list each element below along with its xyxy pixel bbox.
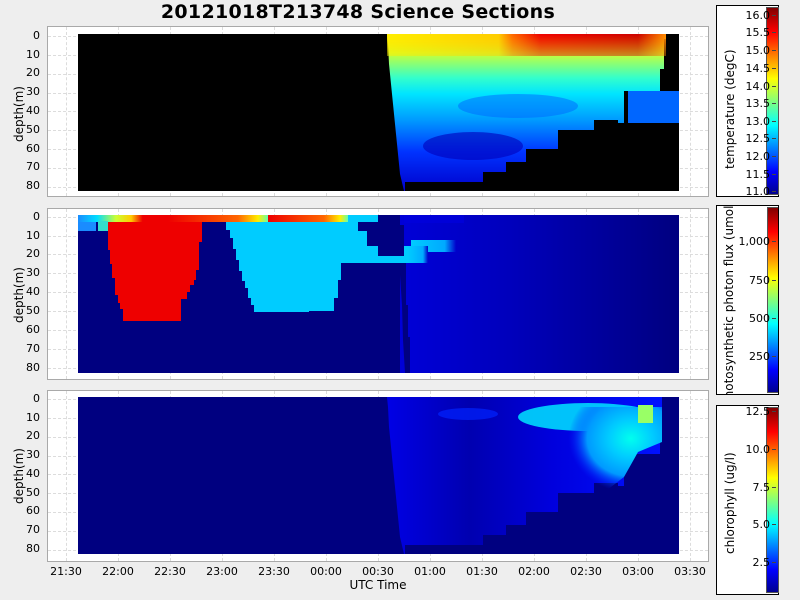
par-heatmap [78, 215, 679, 373]
y-axis-label: depth(m) [12, 267, 26, 323]
colorbar-label: photosynthetic photon flux (umol/s/m [722, 205, 736, 395]
temperature-colorbar: 16.0 15.5 15.0 14.5 14.0 13.5 13.0 12.5 … [716, 5, 779, 197]
par-section-plot [47, 208, 709, 380]
chlorophyll-section-plot [47, 390, 709, 562]
colorbar-label: temperature (degC) [723, 49, 737, 169]
colorbar-gradient [766, 407, 779, 593]
y-axis-label: depth(m) [12, 448, 26, 504]
par-colorbar: 1,000 750 500 250 photosynthetic photon … [716, 205, 779, 395]
x-axis-label: UTC Time [349, 578, 407, 592]
temperature-heatmap [78, 34, 679, 191]
colorbar-gradient [767, 207, 778, 393]
y-axis-label: depth(m) [12, 86, 26, 142]
chlorophyll-colorbar: 12.5 10.0 7.5 5.0 2.5 chlorophyll (ug/l) [716, 405, 779, 595]
chart-title: 20121018T213748 Science Sections [160, 1, 556, 23]
colorbar-gradient [766, 7, 779, 195]
temperature-section-plot [47, 26, 709, 197]
colorbar-label: chlorophyll (ug/l) [723, 452, 737, 554]
chlorophyll-heatmap [78, 397, 679, 554]
